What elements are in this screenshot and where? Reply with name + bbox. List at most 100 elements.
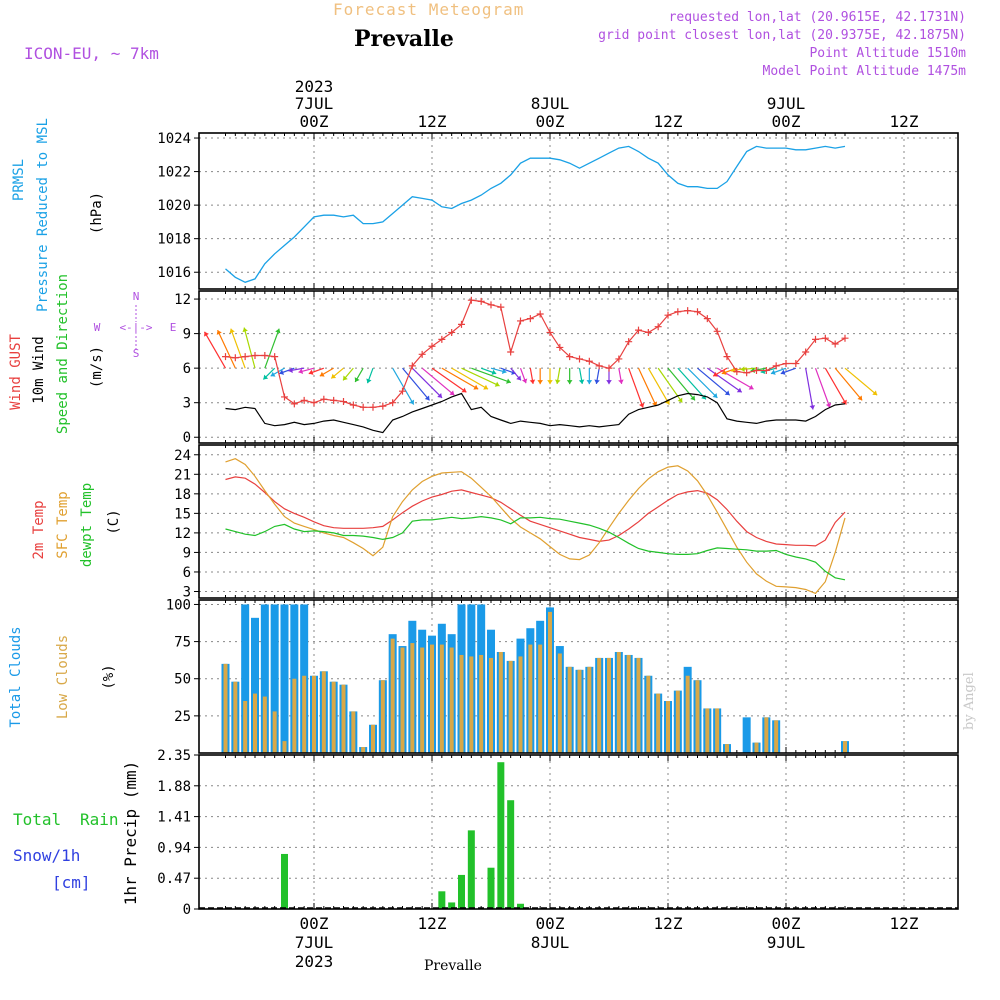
speed-dir-label: Speed and Direction: [55, 274, 71, 434]
wind-arrow-head: [331, 373, 337, 379]
gust-point: [753, 366, 760, 374]
wind-arrow-head: [449, 390, 455, 396]
wind-arrow: [834, 367, 863, 401]
wind-arrow-head: [275, 328, 281, 334]
gust-point: [349, 401, 357, 409]
low-cloud-bar: [597, 657, 602, 753]
point-altitude: Point Altitude 1510m: [809, 46, 966, 61]
gust-point: [674, 308, 682, 316]
low-cloud-bar: [420, 647, 425, 753]
bottom-date-label: 8JUL: [531, 933, 570, 952]
bottom-hour-label: 00Z: [300, 914, 329, 933]
low-cloud-bar: [469, 656, 474, 753]
gust-point: [399, 387, 406, 395]
gust-point: [418, 350, 426, 358]
temp-ytick-label: 15: [174, 506, 191, 522]
gust-point: [664, 311, 672, 319]
low-cloud-bar: [646, 675, 651, 753]
gust-point: [802, 348, 810, 356]
rain-bar: [467, 830, 475, 909]
wind-arrow-head: [308, 369, 314, 375]
low-cloud-bar: [489, 657, 493, 753]
wind-arrow: [471, 367, 512, 384]
bottom-date-label: 9JUL: [767, 933, 806, 952]
gust-point: [635, 326, 642, 334]
wind-arrow-head: [343, 375, 348, 381]
gust-point: [438, 335, 446, 343]
wind-arrow: [411, 367, 443, 399]
gust-point: [821, 334, 829, 342]
gust-point: [782, 360, 790, 368]
wind-arrow: [264, 328, 280, 369]
pressure-ytick-label: 1020: [157, 198, 191, 214]
total-cloud-bar: [270, 604, 279, 753]
rain-bar: [497, 762, 505, 909]
cloud-ytick-label: 100: [166, 597, 191, 613]
wind-arrow: [687, 367, 718, 399]
temp-unit-label: (C): [106, 509, 122, 534]
low-cloud-bar: [371, 724, 375, 753]
gust-point: [556, 343, 564, 351]
wind-arrow: [647, 367, 670, 405]
gust-point: [625, 338, 633, 346]
wind10-label: 10m Wind: [31, 336, 47, 403]
wind-arrow: [677, 367, 707, 400]
wind-arrow-head: [263, 374, 269, 380]
gust-point: [585, 357, 593, 365]
low-cloud-bar: [282, 741, 287, 753]
low-cloud-bar: [587, 666, 592, 753]
gust-label: Wind GUST: [8, 334, 24, 410]
wind-ytick-label: 12: [174, 292, 191, 308]
wind-arrow: [431, 367, 467, 393]
low-cloud-bar: [223, 663, 228, 753]
rain-bar: [438, 891, 446, 909]
gust-point: [743, 369, 751, 377]
precip-snow-label: Snow/1h: [13, 846, 80, 865]
total-cloud-bar: [742, 717, 751, 753]
gust-point: [487, 301, 495, 309]
low-cloud-bar: [233, 681, 238, 753]
wind-arrow-head: [516, 375, 521, 381]
low-cloud-bar: [695, 680, 700, 753]
wind-arrow-head: [780, 369, 786, 375]
rain-bar: [517, 903, 524, 909]
cloud-ytick-label: 75: [174, 635, 191, 651]
bottom-year-label: 2023: [295, 952, 334, 971]
wind-arrow-head: [319, 371, 325, 377]
gust-point: [389, 399, 397, 407]
pressure-frame: [198, 132, 959, 290]
gust-point: [762, 366, 770, 374]
temp-ytick-label: 24: [174, 448, 191, 464]
temp-ytick-label: 21: [174, 467, 191, 483]
gust-point: [723, 353, 731, 361]
pressure-unit-label: (hPa): [89, 192, 105, 234]
precip-total-label: Total: [13, 810, 61, 829]
low-cloud-bar: [430, 644, 434, 753]
wind-ytick-label: 9: [183, 327, 191, 343]
temp2m-label: 2m Temp: [31, 500, 47, 559]
model-altitude: Model Point Altitude 1475m: [762, 64, 967, 79]
low-cloud-bar: [567, 666, 572, 753]
gust-point: [644, 328, 652, 336]
gust-point: [340, 398, 347, 406]
wind-arrow-head: [366, 378, 372, 384]
gust-point: [467, 296, 475, 304]
wind-arrow-head: [288, 367, 293, 373]
wind-unit-label: (m/s): [89, 346, 105, 388]
wind10-line: [225, 392, 846, 434]
total-cloud-bar: [241, 604, 250, 753]
wind-arrow-head: [216, 330, 222, 335]
gust-point: [290, 400, 298, 408]
pressure-ytick-label: 1024: [157, 131, 191, 147]
model-label: ICON-EU, ~ 7km: [24, 44, 159, 63]
gust-point: [654, 323, 662, 331]
wind-arrow-head: [473, 384, 479, 390]
wind-arrow-head: [354, 377, 360, 383]
gust-point: [369, 403, 377, 411]
gust-point: [546, 328, 554, 336]
wind-arrow-head: [424, 395, 430, 401]
low-cloud-bar: [675, 690, 680, 753]
low-cloud-bar: [764, 717, 769, 753]
wind-arrow: [697, 367, 731, 396]
low-cloud-bar: [557, 653, 562, 753]
